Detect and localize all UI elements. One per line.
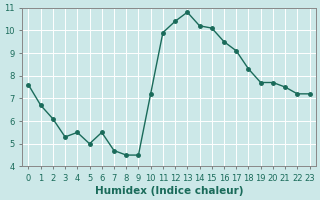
- X-axis label: Humidex (Indice chaleur): Humidex (Indice chaleur): [95, 186, 243, 196]
